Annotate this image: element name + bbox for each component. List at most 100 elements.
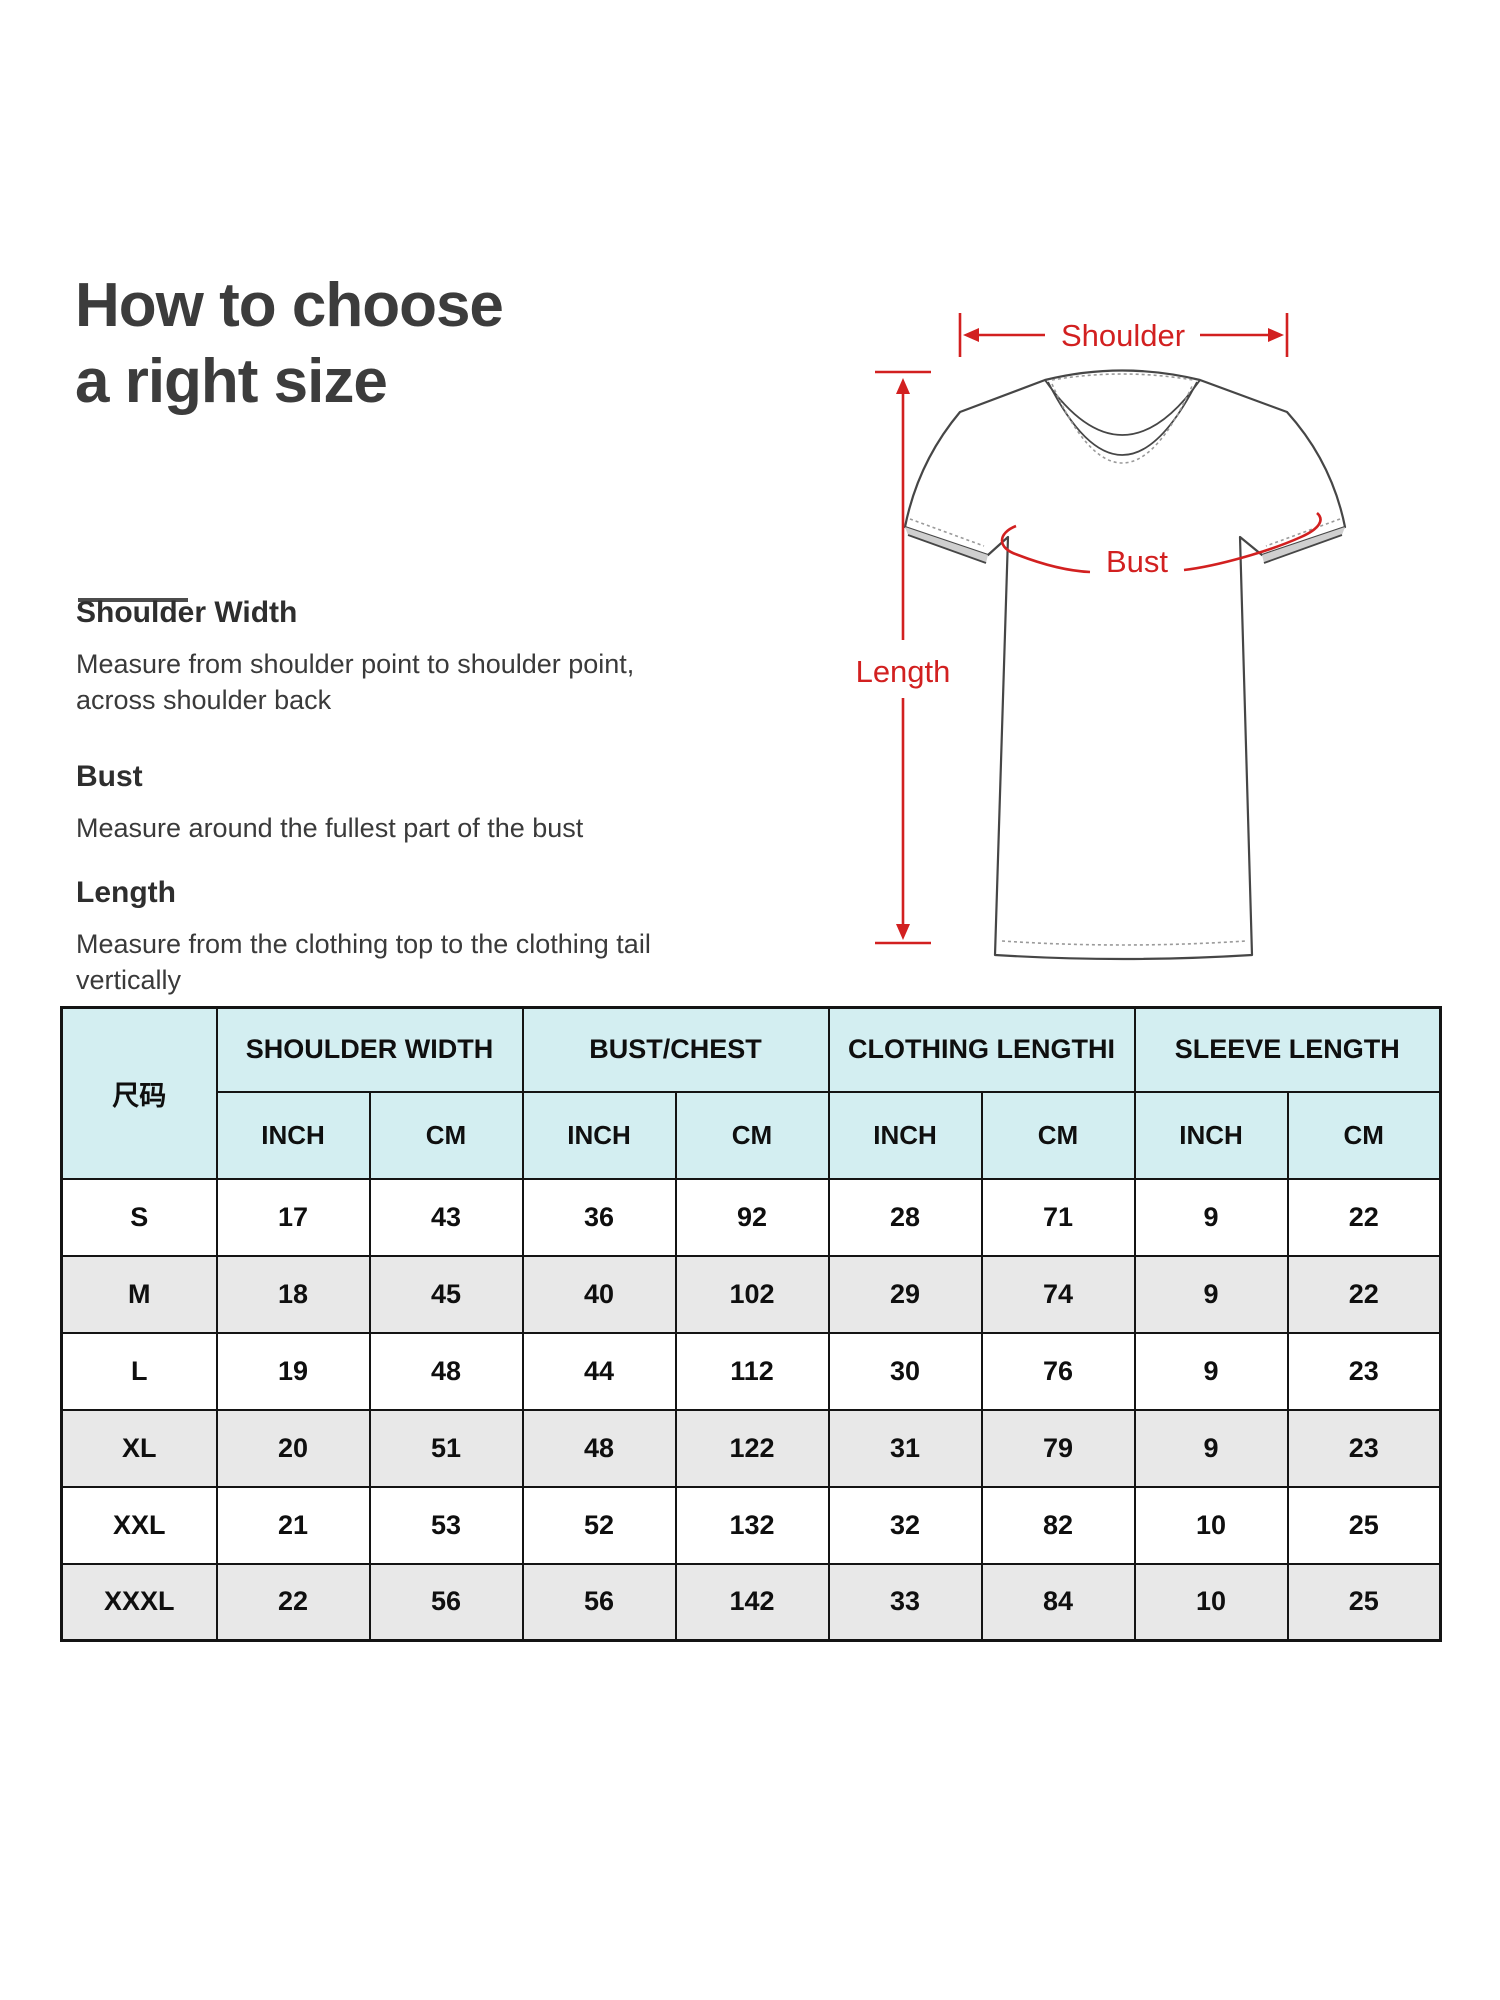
right-cuff-edge bbox=[1263, 534, 1343, 564]
section-shoulder-width-description: Measure from shoulder point to shoulder … bbox=[76, 646, 656, 718]
value-cell: 28 bbox=[827, 1177, 983, 1257]
value-cell: 10 bbox=[1133, 1485, 1289, 1565]
description-line: Measure around the fullest part of the b… bbox=[76, 813, 584, 843]
unit-header: INCH bbox=[1133, 1090, 1289, 1180]
table-row-xxl: XXL 21 53 52 132 32 82 10 25 bbox=[60, 1485, 1442, 1565]
section-bust-description: Measure around the fullest part of the b… bbox=[76, 810, 656, 846]
unit-header: INCH bbox=[521, 1090, 677, 1180]
value-cell: 9 bbox=[1133, 1254, 1289, 1334]
tshirt-outline bbox=[903, 369, 1347, 961]
section-bust-heading: Bust bbox=[76, 760, 143, 793]
value-cell: 44 bbox=[521, 1331, 677, 1411]
collar-neck-edge bbox=[1044, 379, 1201, 436]
value-cell: 51 bbox=[368, 1408, 524, 1488]
description-line: Measure from the clothing top to the clo… bbox=[76, 929, 651, 959]
table-unit-header-row: INCH CM INCH CM INCH CM INCH CM bbox=[62, 1090, 1442, 1180]
corner-header-size-cn: 尺码 bbox=[60, 1006, 218, 1180]
left-cuff-edge bbox=[907, 534, 987, 564]
value-cell: 21 bbox=[215, 1485, 371, 1565]
value-cell: 33 bbox=[827, 1562, 983, 1642]
value-cell: 102 bbox=[674, 1254, 830, 1334]
value-cell: 112 bbox=[674, 1331, 830, 1411]
title-line-1: How to choose bbox=[75, 271, 504, 340]
tshirt-measurement-diagram: Shoulder Length Bust bbox=[856, 313, 1347, 961]
value-cell: 56 bbox=[368, 1562, 524, 1642]
description-line: Measure from shoulder point to shoulder … bbox=[76, 649, 635, 679]
group-header-sleeve-length: SLEEVE LENGTH bbox=[1133, 1006, 1442, 1093]
value-cell: 19 bbox=[215, 1331, 371, 1411]
table-row-xl: XL 20 51 48 122 31 79 9 23 bbox=[60, 1408, 1442, 1488]
unit-header: CM bbox=[368, 1090, 524, 1180]
title-divider bbox=[78, 598, 188, 602]
value-cell: 132 bbox=[674, 1485, 830, 1565]
unit-header: INCH bbox=[215, 1090, 371, 1180]
value-cell: 52 bbox=[521, 1485, 677, 1565]
value-cell: 71 bbox=[980, 1177, 1136, 1257]
bust-label: Bust bbox=[1106, 544, 1168, 579]
shoulder-right-arrowhead bbox=[1268, 328, 1284, 342]
page-title: How to choose a right size bbox=[75, 268, 504, 420]
unit-header: CM bbox=[980, 1090, 1136, 1180]
value-cell: 36 bbox=[521, 1177, 677, 1257]
hem-stitch bbox=[1001, 940, 1247, 946]
section-length-heading: Length bbox=[76, 876, 176, 909]
value-cell: 23 bbox=[1286, 1331, 1442, 1411]
description-line: vertically bbox=[76, 965, 182, 995]
value-cell: 32 bbox=[827, 1485, 983, 1565]
value-cell: 20 bbox=[215, 1408, 371, 1488]
value-cell: 25 bbox=[1286, 1485, 1442, 1565]
value-cell: 31 bbox=[827, 1408, 983, 1488]
value-cell: 84 bbox=[980, 1562, 1136, 1642]
section-shoulder-width-heading: Shoulder Width bbox=[76, 596, 298, 629]
value-cell: 22 bbox=[1286, 1177, 1442, 1257]
size-cell: XXXL bbox=[60, 1562, 218, 1642]
size-cell: XXL bbox=[60, 1485, 218, 1565]
value-cell: 25 bbox=[1286, 1562, 1442, 1642]
table-row-m: M 18 45 40 102 29 74 9 22 bbox=[60, 1254, 1442, 1334]
value-cell: 22 bbox=[215, 1562, 371, 1642]
value-cell: 18 bbox=[215, 1254, 371, 1334]
title-line-2: a right size bbox=[75, 347, 388, 416]
length-down-arrowhead bbox=[896, 924, 910, 940]
table-row-s: S 17 43 36 92 28 71 9 22 bbox=[60, 1177, 1442, 1257]
length-label: Length bbox=[856, 654, 951, 689]
unit-header: CM bbox=[1286, 1090, 1442, 1180]
value-cell: 45 bbox=[368, 1254, 524, 1334]
value-cell: 30 bbox=[827, 1331, 983, 1411]
table-group-header-row: 尺码 SHOULDER WIDTH BUST/CHEST CLOTHING LE… bbox=[60, 1006, 1442, 1180]
unit-header: CM bbox=[674, 1090, 830, 1180]
value-cell: 142 bbox=[674, 1562, 830, 1642]
value-cell: 48 bbox=[521, 1408, 677, 1488]
value-cell: 10 bbox=[1133, 1562, 1289, 1642]
right-cuff-stitch bbox=[1265, 518, 1341, 547]
value-cell: 9 bbox=[1133, 1331, 1289, 1411]
value-cell: 22 bbox=[1286, 1254, 1442, 1334]
length-up-arrowhead bbox=[896, 378, 910, 394]
section-length-description: Measure from the clothing top to the clo… bbox=[76, 926, 656, 998]
group-header-clothing-length: CLOTHING LENGTHI bbox=[827, 1006, 1136, 1093]
size-cell: S bbox=[60, 1177, 218, 1257]
value-cell: 76 bbox=[980, 1331, 1136, 1411]
group-header-shoulder-width: SHOULDER WIDTH bbox=[215, 1006, 524, 1093]
size-cell: XL bbox=[60, 1408, 218, 1488]
left-cuff-band bbox=[905, 527, 988, 563]
left-cuff-stitch bbox=[909, 518, 985, 547]
size-cell: M bbox=[60, 1254, 218, 1334]
value-cell: 79 bbox=[980, 1408, 1136, 1488]
table-row-xxxl: XXXL 22 56 56 142 33 84 10 25 bbox=[60, 1562, 1442, 1642]
value-cell: 82 bbox=[980, 1485, 1136, 1565]
value-cell: 122 bbox=[674, 1408, 830, 1488]
table-row-l: L 19 48 44 112 30 76 9 23 bbox=[60, 1331, 1442, 1411]
size-table: 尺码 SHOULDER WIDTH BUST/CHEST CLOTHING LE… bbox=[60, 1006, 1442, 1642]
size-cell: L bbox=[60, 1331, 218, 1411]
collar-stitch-line bbox=[1051, 383, 1194, 464]
unit-header: INCH bbox=[827, 1090, 983, 1180]
bust-right-curve bbox=[1183, 512, 1322, 572]
shoulder-label: Shoulder bbox=[1061, 318, 1185, 353]
description-line: across shoulder back bbox=[76, 685, 332, 715]
value-cell: 40 bbox=[521, 1254, 677, 1334]
value-cell: 48 bbox=[368, 1331, 524, 1411]
value-cell: 74 bbox=[980, 1254, 1136, 1334]
bust-left-curve bbox=[1000, 524, 1091, 574]
